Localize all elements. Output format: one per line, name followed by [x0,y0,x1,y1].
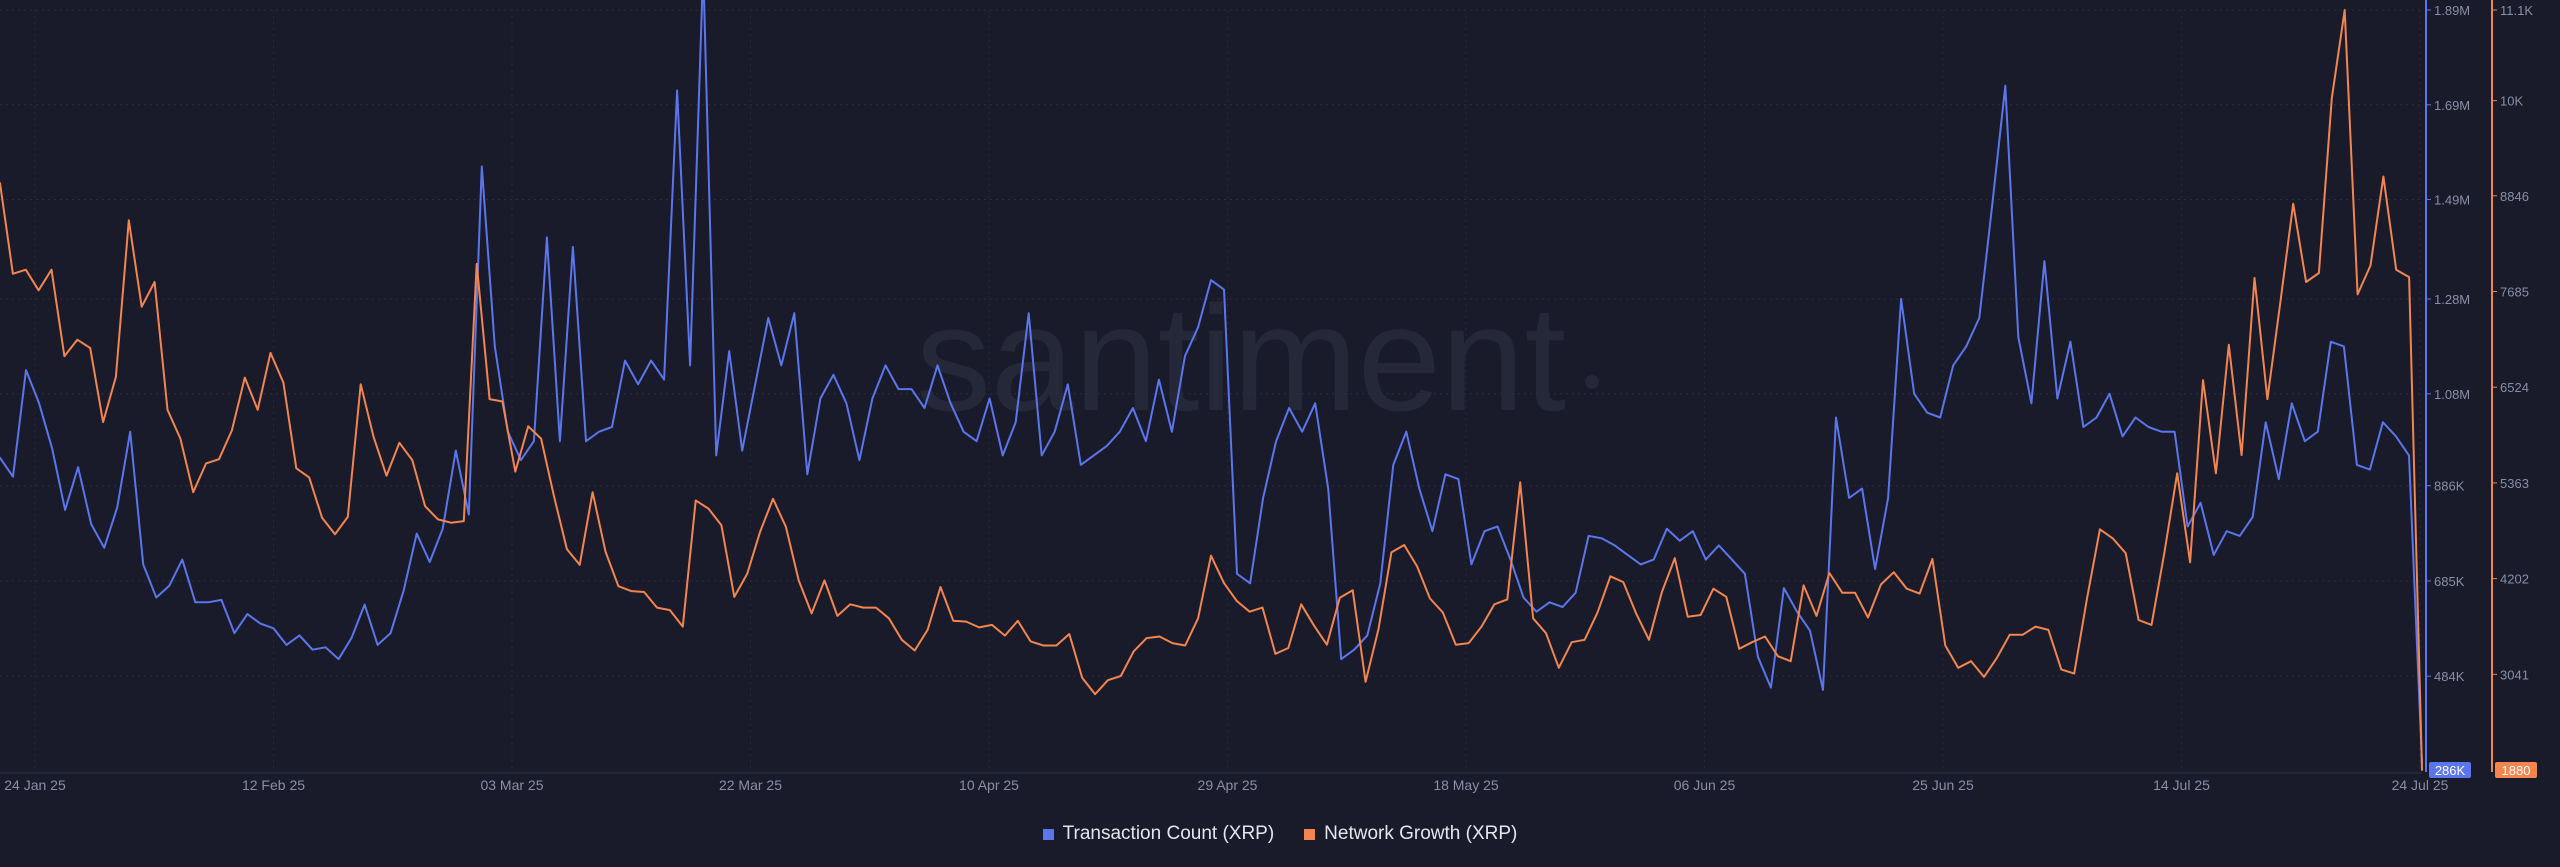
transaction-current-label: 286K [2435,763,2466,778]
legend-label-network-growth: Network Growth (XRP) [1324,823,1518,844]
transaction-axis-tick-label: 1.28M [2434,292,2470,307]
network-axis-tick-label: 3041 [2500,667,2529,682]
network-axis-tick-label: 10K [2500,94,2523,109]
transaction-axis-tick-label: 1.89M [2434,3,2470,18]
x-tick-label: 06 Jun 25 [1674,777,1736,793]
series-network-growth [0,9,2423,771]
x-tick-label: 24 Jan 25 [4,777,66,793]
current-value-badges: 286K 1880 [2429,762,2537,778]
x-tick-label: 25 Jun 25 [1912,777,1974,793]
x-tick-label: 12 Feb 25 [242,777,305,793]
network-axis-tick-label: 7685 [2500,284,2529,299]
network-axis-tick-label: 5363 [2500,476,2529,491]
network-axis-tick-label: 4202 [2500,572,2529,587]
x-tick-label: 03 Mar 25 [480,777,543,793]
network-axis-tick-label: 8846 [2500,189,2529,204]
transaction-current-badge [2429,762,2471,778]
network-axis-ticks: 3041 4202 5363 6524 7685 8846 10K 11.1K [2492,3,2533,682]
network-axis-tick-label: 11.1K [2500,3,2533,18]
network-current-badge [2495,762,2537,778]
transaction-axis-ticks: 484K 685K 886K 1.08M 1.28M 1.49M 1.69M 1.89M [2426,3,2470,684]
network-axis-tick-label: 6524 [2500,380,2529,395]
transaction-axis-tick-label: 685K [2434,574,2465,589]
transaction-axis-tick-label: 1.69M [2434,98,2470,113]
transaction-axis-tick-label: 886K [2434,479,2465,494]
legend-item-network-growth[interactable]: Network Growth (XRP) [1304,823,1517,845]
chart-svg[interactable]: santiment 24 Jan 25 12 Feb 25 03 Mar 25 22 M… [0,0,2560,815]
legend: Transaction Count (XRP) Network Growth (… [0,818,2560,850]
x-tick-label: 22 Mar 25 [719,777,782,793]
transaction-axis-tick-label: 1.49M [2434,193,2470,208]
legend-swatch-transaction-count [1042,828,1054,840]
transaction-axis-tick-label: 1.08M [2434,387,2470,402]
legend-label-transaction-count: Transaction Count (XRP) [1062,823,1275,844]
series-transaction-count [0,0,2423,765]
x-tick-label: 14 Jul 25 [2153,777,2210,793]
x-tick-label: 18 May 25 [1433,777,1499,793]
legend-swatch-network-growth [1304,828,1316,840]
x-tick-label: 10 Apr 25 [959,777,1019,793]
watermark: santiment [916,274,1566,442]
legend-item-transaction-count[interactable]: Transaction Count (XRP) [1042,823,1275,845]
transaction-axis-tick-label: 484K [2434,669,2465,684]
watermark-dot [1585,375,1599,389]
gridlines [0,9,2422,770]
x-axis-ticks: 24 Jan 25 12 Feb 25 03 Mar 25 22 Mar 25 10 A… [4,777,2448,793]
x-tick-label: 24 Jul 25 [2392,777,2449,793]
x-tick-label: 29 Apr 25 [1198,777,1258,793]
network-current-label: 1880 [2502,763,2531,778]
